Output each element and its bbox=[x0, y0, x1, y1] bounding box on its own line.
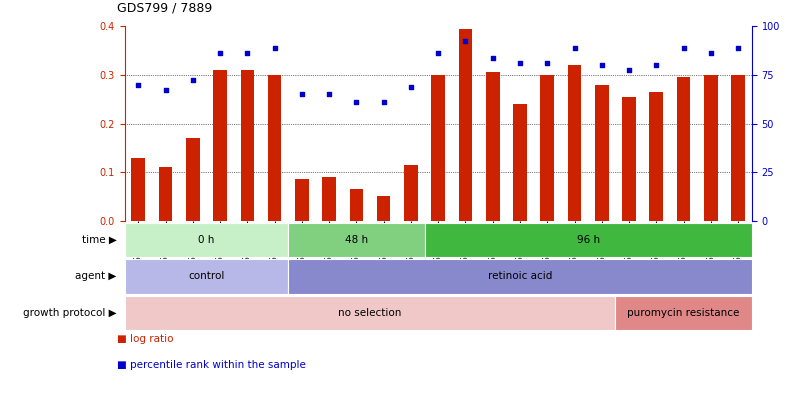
Text: 96 h: 96 h bbox=[576, 235, 599, 245]
Text: 0 h: 0 h bbox=[198, 235, 214, 245]
Text: puromycin resistance: puromycin resistance bbox=[626, 308, 739, 318]
Point bbox=[540, 60, 553, 66]
Text: GDS799 / 7889: GDS799 / 7889 bbox=[116, 1, 211, 14]
Point bbox=[268, 45, 281, 51]
Bar bbox=[485, 72, 499, 221]
Text: control: control bbox=[188, 271, 224, 281]
Point bbox=[322, 91, 335, 98]
Bar bbox=[377, 196, 390, 221]
Bar bbox=[622, 97, 635, 221]
Bar bbox=[158, 167, 172, 221]
Point bbox=[241, 50, 254, 56]
Point bbox=[377, 98, 389, 105]
Bar bbox=[124, 296, 614, 330]
Bar bbox=[295, 179, 308, 221]
Bar bbox=[594, 85, 608, 221]
Bar bbox=[424, 223, 751, 257]
Point bbox=[513, 60, 526, 66]
Bar bbox=[404, 165, 418, 221]
Point bbox=[622, 67, 634, 73]
Point bbox=[159, 86, 172, 93]
Bar bbox=[349, 189, 363, 221]
Point bbox=[703, 50, 716, 56]
Bar bbox=[131, 158, 145, 221]
Text: time ▶: time ▶ bbox=[82, 235, 116, 245]
Bar bbox=[512, 104, 526, 221]
Bar bbox=[567, 65, 581, 221]
Text: ■ log ratio: ■ log ratio bbox=[116, 334, 173, 344]
Point bbox=[568, 45, 581, 51]
Point bbox=[486, 55, 499, 61]
Bar bbox=[240, 70, 254, 221]
Bar bbox=[676, 77, 690, 221]
Point bbox=[431, 50, 444, 56]
Point bbox=[731, 45, 744, 51]
Bar bbox=[731, 75, 744, 221]
Bar bbox=[267, 75, 281, 221]
Point bbox=[594, 62, 607, 68]
Bar bbox=[287, 223, 424, 257]
Point bbox=[649, 62, 662, 68]
Bar bbox=[124, 223, 287, 257]
Point bbox=[214, 50, 226, 56]
Point bbox=[676, 45, 689, 51]
Bar bbox=[322, 177, 336, 221]
Text: ■ percentile rank within the sample: ■ percentile rank within the sample bbox=[116, 360, 305, 371]
Bar bbox=[124, 259, 287, 294]
Bar bbox=[287, 259, 751, 294]
Point bbox=[459, 38, 471, 44]
Bar bbox=[185, 138, 199, 221]
Bar bbox=[431, 75, 444, 221]
Point bbox=[132, 81, 145, 88]
Bar bbox=[213, 70, 226, 221]
Point bbox=[349, 98, 362, 105]
Text: growth protocol ▶: growth protocol ▶ bbox=[23, 308, 116, 318]
Bar bbox=[458, 29, 471, 221]
Point bbox=[295, 91, 308, 98]
Bar bbox=[649, 92, 662, 221]
Text: agent ▶: agent ▶ bbox=[75, 271, 116, 281]
Bar bbox=[703, 75, 717, 221]
Text: retinoic acid: retinoic acid bbox=[487, 271, 552, 281]
Bar bbox=[540, 75, 553, 221]
Text: 48 h: 48 h bbox=[344, 235, 368, 245]
Point bbox=[404, 84, 417, 90]
Bar bbox=[614, 296, 751, 330]
Text: no selection: no selection bbox=[338, 308, 402, 318]
Point bbox=[186, 77, 199, 83]
